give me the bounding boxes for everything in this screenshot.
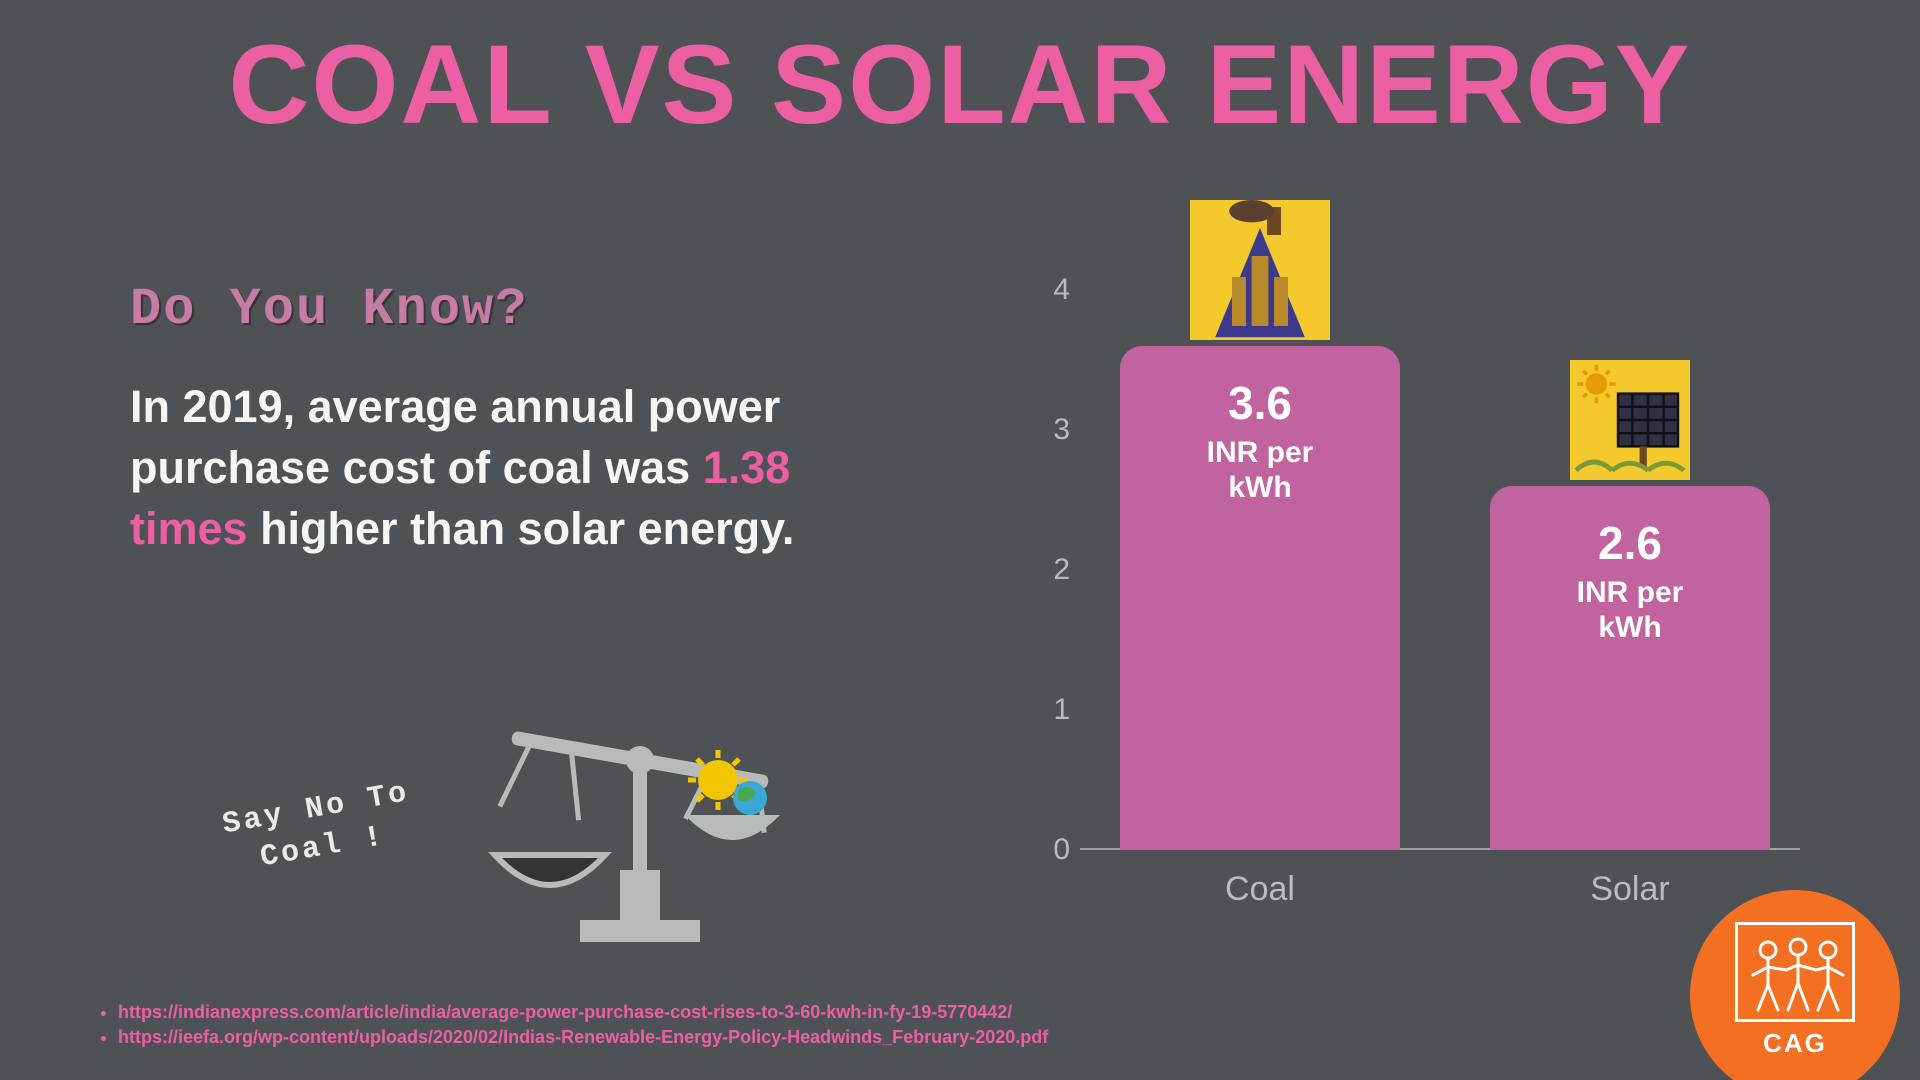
- page-title: COAL VS SOLAR ENERGY: [0, 20, 1920, 149]
- cag-label: CAG: [1763, 1028, 1827, 1059]
- source-item: https://ieefa.org/wp-content/uploads/202…: [118, 1027, 1048, 1048]
- chart-plot-area: 012343.6INR perkWhCoal2.6INR perkWhSolar: [1080, 290, 1800, 850]
- solar-panel-icon: [1570, 360, 1690, 480]
- bar-value: 3.6: [1120, 376, 1400, 430]
- body-pre: In 2019, average annual power purchase c…: [130, 381, 780, 493]
- cag-figure-icon: [1735, 922, 1855, 1022]
- bar-unit: INR perkWh: [1490, 576, 1770, 645]
- y-tick-label: 2: [1030, 553, 1070, 587]
- y-tick-label: 3: [1030, 413, 1070, 447]
- source-item: https://indianexpress.com/article/india/…: [118, 1002, 1048, 1023]
- do-you-know-body: In 2019, average annual power purchase c…: [130, 377, 870, 559]
- say-no-slogan: Say No To Coal !: [220, 774, 420, 884]
- y-tick-label: 4: [1030, 273, 1070, 307]
- left-column: Do You Know? In 2019, average annual pow…: [130, 280, 870, 559]
- y-tick-label: 0: [1030, 833, 1070, 867]
- coal-plant-icon: [1190, 200, 1330, 340]
- bar-coal: 3.6INR perkWhCoal: [1120, 346, 1400, 850]
- bar-chart: 0 1 2 3 4 3.6 INR perkWh Coal 2.6 INR perkWh Solar: [1000, 240, 1820, 920]
- do-you-know-heading: Do You Know?: [130, 280, 870, 339]
- x-category-label: Coal: [1120, 870, 1400, 909]
- bar-value: 2.6: [1490, 516, 1770, 570]
- bar-solar: 2.6INR perkWhSolar: [1490, 486, 1770, 850]
- cag-badge: CAG: [1690, 890, 1900, 1080]
- y-tick-label: 1: [1030, 693, 1070, 727]
- balance-scale-icon: [470, 720, 790, 950]
- body-post: higher than solar energy.: [248, 503, 795, 554]
- source-list: https://indianexpress.com/article/india/…: [100, 1002, 1048, 1052]
- x-category-label: Solar: [1490, 870, 1770, 909]
- bar-unit: INR perkWh: [1120, 436, 1400, 505]
